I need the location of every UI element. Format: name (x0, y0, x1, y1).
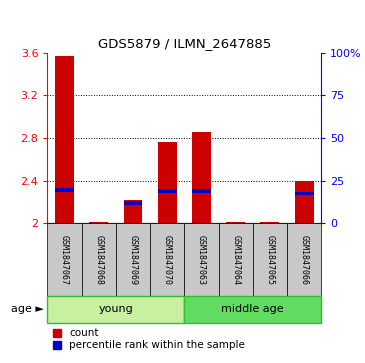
Text: GSM1847066: GSM1847066 (300, 234, 308, 285)
Bar (226, 222, 245, 223)
Bar (89, 222, 108, 223)
Title: GDS5879 / ILMN_2647885: GDS5879 / ILMN_2647885 (98, 37, 271, 50)
Bar (55, 56, 74, 223)
Bar (287, 223, 321, 296)
Bar (192, 131, 211, 223)
Text: GSM1847067: GSM1847067 (60, 234, 69, 285)
Text: GSM1847063: GSM1847063 (197, 234, 206, 285)
Text: age ►: age ► (11, 305, 44, 314)
Bar (192, 189, 211, 193)
Bar (82, 223, 116, 296)
Bar (184, 296, 321, 323)
Bar (158, 142, 177, 223)
Bar (47, 223, 82, 296)
Text: GSM1847065: GSM1847065 (265, 234, 274, 285)
Text: GSM1847068: GSM1847068 (94, 234, 103, 285)
Bar (116, 223, 150, 296)
Legend: count, percentile rank within the sample: count, percentile rank within the sample (53, 328, 245, 350)
Bar (158, 189, 177, 193)
Bar (295, 180, 314, 223)
Bar (47, 296, 184, 323)
Bar (124, 201, 142, 205)
Text: middle age: middle age (222, 305, 284, 314)
Bar (55, 188, 74, 192)
Bar (150, 223, 184, 296)
Bar (184, 223, 219, 296)
Text: GSM1847069: GSM1847069 (128, 234, 138, 285)
Bar (295, 192, 314, 195)
Text: young: young (99, 305, 133, 314)
Bar (261, 222, 279, 223)
Bar (253, 223, 287, 296)
Text: GSM1847070: GSM1847070 (163, 234, 172, 285)
Bar (219, 223, 253, 296)
Bar (124, 200, 142, 223)
Text: GSM1847064: GSM1847064 (231, 234, 240, 285)
